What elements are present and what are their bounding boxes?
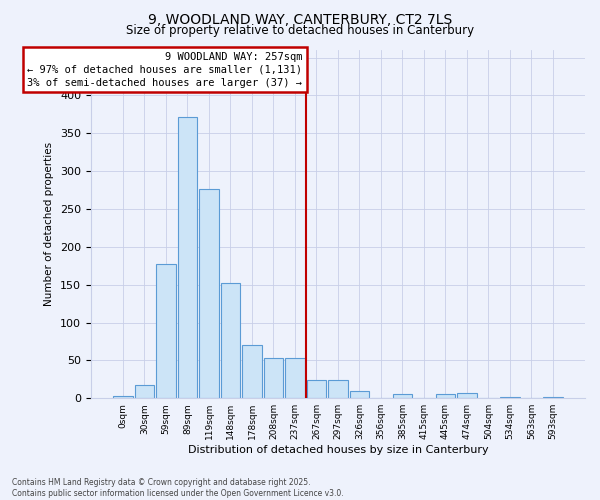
Bar	[113, 396, 133, 398]
Bar	[543, 396, 563, 398]
Bar	[350, 392, 369, 398]
Bar	[307, 380, 326, 398]
Bar	[457, 393, 476, 398]
Bar	[264, 358, 283, 398]
Bar	[436, 394, 455, 398]
Text: 9, WOODLAND WAY, CANTERBURY, CT2 7LS: 9, WOODLAND WAY, CANTERBURY, CT2 7LS	[148, 12, 452, 26]
Bar	[393, 394, 412, 398]
Text: Contains HM Land Registry data © Crown copyright and database right 2025.
Contai: Contains HM Land Registry data © Crown c…	[12, 478, 344, 498]
Bar	[285, 358, 305, 398]
Bar	[328, 380, 347, 398]
Bar	[157, 264, 176, 398]
Bar	[242, 345, 262, 398]
Bar	[221, 283, 240, 398]
X-axis label: Distribution of detached houses by size in Canterbury: Distribution of detached houses by size …	[188, 445, 488, 455]
Bar	[199, 188, 218, 398]
Text: Size of property relative to detached houses in Canterbury: Size of property relative to detached ho…	[126, 24, 474, 37]
Y-axis label: Number of detached properties: Number of detached properties	[44, 142, 55, 306]
Bar	[500, 396, 520, 398]
Bar	[135, 386, 154, 398]
Text: 9 WOODLAND WAY: 257sqm
← 97% of detached houses are smaller (1,131)
3% of semi-d: 9 WOODLAND WAY: 257sqm ← 97% of detached…	[28, 52, 302, 88]
Bar	[178, 116, 197, 398]
